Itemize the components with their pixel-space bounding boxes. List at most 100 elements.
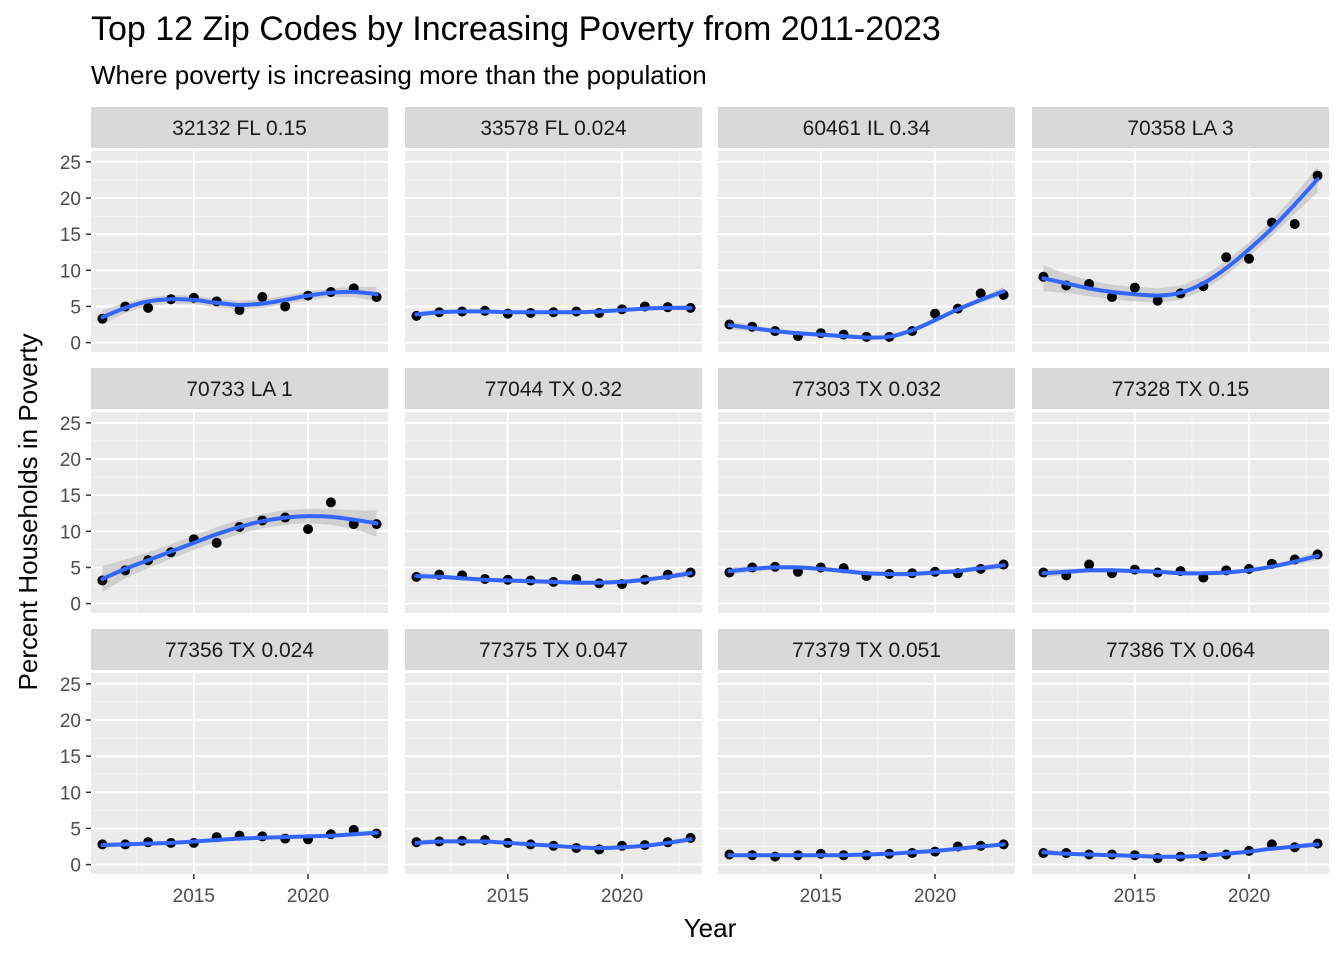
panel-grid: 32132 FL 0.15 0 5 10 15 20 25 33578 FL 0.024 604… — [60, 107, 1329, 907]
facet-strip — [1032, 629, 1329, 670]
chart-subtitle: Where poverty is increasing more than th… — [91, 60, 707, 90]
y-axis-title: Percent Households in Poverty — [13, 334, 43, 691]
x-tick-label: 2020 — [601, 886, 643, 907]
data-point — [1244, 253, 1255, 264]
data-point — [303, 524, 314, 535]
data-point — [1289, 219, 1300, 230]
y-tick-label: 25 — [60, 414, 81, 435]
panel-background — [91, 151, 388, 352]
data-point — [234, 305, 245, 316]
panel-background — [405, 151, 702, 352]
facet-strip-label: 33578 FL 0.024 — [480, 117, 627, 140]
data-point — [280, 301, 291, 312]
y-tick-label: 0 — [70, 595, 81, 616]
y-tick-label: 10 — [60, 783, 81, 804]
facet-strip-label: 32132 FL 0.15 — [172, 117, 307, 140]
panel-background — [718, 673, 1015, 874]
x-tick-label: 2020 — [914, 886, 956, 907]
facet-panel: 33578 FL 0.024 — [405, 107, 702, 352]
facet-strip — [718, 107, 1015, 148]
smooth-trend-line — [414, 305, 693, 317]
facet-strip — [405, 368, 702, 409]
smooth-trend-line — [414, 571, 693, 585]
data-point — [257, 292, 268, 303]
y-tick-label: 5 — [70, 558, 81, 579]
x-tick-label: 2015 — [800, 886, 842, 907]
facet-strip — [91, 368, 388, 409]
facet-strip-label: 77386 TX 0.064 — [1106, 639, 1255, 662]
x-tick-label: 2015 — [487, 886, 529, 907]
x-tick-label: 2015 — [1114, 886, 1156, 907]
chart-title: Top 12 Zip Codes by Increasing Poverty f… — [91, 10, 941, 48]
data-point — [975, 288, 986, 299]
y-tick-label: 0 — [70, 334, 81, 355]
facet-panel: 77379 TX 0.051 2015 2020 — [718, 629, 1015, 907]
facet-strip-label: 60461 IL 0.34 — [803, 117, 931, 140]
facet-strip-label: 70358 LA 3 — [1127, 117, 1233, 140]
facet-strip-label: 70733 LA 1 — [186, 378, 292, 401]
data-point — [1152, 295, 1163, 306]
smooth-trend-line — [414, 837, 693, 851]
smooth-trend-line — [727, 289, 1006, 340]
y-tick-label: 0 — [70, 856, 81, 877]
x-tick-label: 2020 — [1228, 886, 1270, 907]
data-point — [325, 497, 336, 508]
facet-strip — [405, 107, 702, 148]
facet-panel: 77375 TX 0.047 2015 2020 — [405, 629, 702, 907]
panel-background — [1032, 151, 1329, 352]
facet-strip-label: 77375 TX 0.047 — [479, 639, 628, 662]
y-tick-label: 10 — [60, 261, 81, 282]
y-tick-label: 20 — [60, 711, 81, 732]
y-tick-label: 15 — [60, 225, 81, 246]
facet-strip — [1032, 107, 1329, 148]
facet-panel: 70358 LA 3 — [1032, 107, 1329, 352]
panel-background — [1032, 673, 1329, 874]
y-tick-label: 10 — [60, 522, 81, 543]
data-point — [211, 537, 222, 548]
facet-panel: 77303 TX 0.032 — [718, 368, 1015, 613]
facet-strip — [91, 107, 388, 148]
facet-strip — [1032, 368, 1329, 409]
facet-panel: 77328 TX 0.15 — [1032, 368, 1329, 613]
data-point — [1084, 559, 1095, 570]
facet-panel: 60461 IL 0.34 — [718, 107, 1015, 352]
smooth-trend-line — [727, 842, 1006, 858]
facet-strip — [91, 629, 388, 670]
facet-strip-label: 77356 TX 0.024 — [165, 639, 314, 662]
y-tick-label: 20 — [60, 450, 81, 471]
y-tick-label: 5 — [70, 297, 81, 318]
x-tick-label: 2020 — [287, 886, 329, 907]
y-tick-label: 25 — [60, 153, 81, 174]
y-tick-label: 5 — [70, 819, 81, 840]
y-tick-label: 25 — [60, 675, 81, 696]
y-tick-label: 20 — [60, 189, 81, 210]
facet-panel: 70733 LA 1 0 5 10 15 20 25 — [60, 368, 388, 616]
data-point — [930, 308, 941, 319]
smooth-trend-line — [100, 514, 379, 581]
panel-background — [718, 412, 1015, 613]
facet-strip — [718, 629, 1015, 670]
data-point — [1106, 292, 1117, 303]
data-point — [1129, 282, 1140, 293]
data-point — [1312, 170, 1323, 181]
smooth-trend-line — [1041, 842, 1320, 859]
facet-panel: 77044 TX 0.32 — [405, 368, 702, 613]
facet-strip-label: 77328 TX 0.15 — [1112, 378, 1249, 401]
smooth-trend-line — [100, 289, 379, 320]
facet-strip — [718, 368, 1015, 409]
facet-strip-label: 77303 TX 0.032 — [792, 378, 941, 401]
facet-strip-label: 77044 TX 0.32 — [485, 378, 622, 401]
y-tick-label: 15 — [60, 747, 81, 768]
x-tick-label: 2015 — [173, 886, 215, 907]
smooth-trend-line — [1041, 177, 1320, 298]
smooth-trend-line — [727, 563, 1006, 577]
panel-background — [718, 151, 1015, 352]
facet-strip-label: 77379 TX 0.051 — [792, 639, 941, 662]
facet-panel: 77356 TX 0.024 0 5 10 15 20 25 2015 2020 — [60, 629, 388, 907]
facet-panel: 77386 TX 0.064 2015 2020 — [1032, 629, 1329, 907]
x-axis-title: Year — [684, 913, 737, 943]
facet-panel: 32132 FL 0.15 0 5 10 15 20 25 — [60, 107, 388, 355]
smooth-trend-line — [100, 830, 379, 848]
data-point — [1221, 252, 1232, 263]
